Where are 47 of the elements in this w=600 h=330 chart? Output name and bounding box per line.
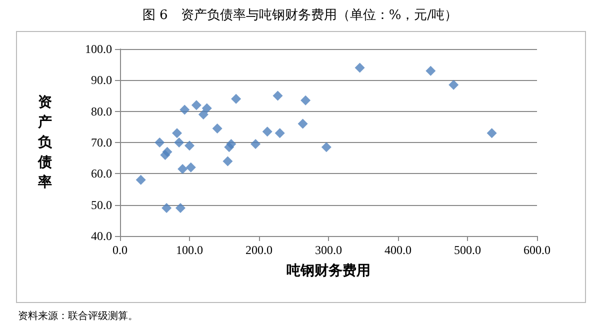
point — [175, 202, 186, 213]
x-tick-label: 100.0 — [176, 243, 203, 257]
point — [202, 103, 212, 114]
point — [226, 139, 236, 150]
point — [448, 80, 459, 90]
point — [321, 142, 332, 152]
y-tick-label: 40.0 — [91, 229, 112, 243]
point — [250, 139, 261, 150]
point — [162, 202, 172, 213]
x-axis-title: 吨钢财务费用 — [286, 263, 370, 279]
text: 资料来源：联合评级测算。 — [18, 310, 138, 323]
x-tick-label: 0.0 — [112, 243, 128, 257]
y-axis-title: 资产负债率 — [37, 94, 53, 190]
chart-title: 图 6 资产负债率与吨钢财务费用（单位：%，元/吨） — [141, 7, 459, 24]
x-tick-label: 200.0 — [246, 243, 272, 257]
point — [298, 118, 308, 129]
point — [178, 164, 188, 174]
point — [162, 146, 172, 157]
point — [184, 140, 194, 151]
point — [486, 128, 497, 138]
point — [426, 66, 436, 76]
point — [222, 156, 233, 166]
point — [174, 138, 184, 148]
x-tick-label: 300.0 — [315, 243, 342, 257]
y-tick-label: 60.0 — [91, 166, 112, 181]
x-tick-label: 400.0 — [384, 243, 412, 257]
y-tick-label: 50.0 — [91, 198, 112, 212]
x-tick-label: 500.0 — [454, 243, 481, 257]
point — [272, 90, 283, 101]
point — [274, 128, 285, 138]
y-tick-label: 90.0 — [91, 73, 112, 88]
point — [172, 128, 182, 138]
point — [198, 109, 208, 120]
x-tick-label: 600.0 — [524, 243, 550, 257]
point — [231, 94, 242, 104]
point — [180, 104, 190, 115]
point — [154, 138, 165, 148]
y-tick-label: 100.0 — [85, 42, 112, 56]
point — [212, 123, 222, 134]
point — [300, 95, 311, 106]
point — [191, 100, 202, 110]
point — [262, 126, 272, 137]
point — [186, 162, 196, 172]
y-tick-label: 70.0 — [91, 136, 112, 150]
y-tick-label: 80.0 — [91, 104, 112, 118]
point — [136, 174, 146, 185]
point — [354, 62, 365, 73]
